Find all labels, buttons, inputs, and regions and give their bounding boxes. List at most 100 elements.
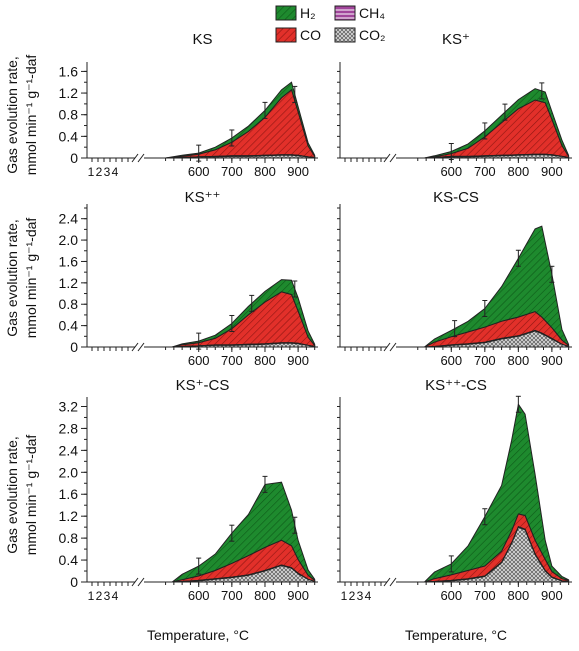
error-bar (502, 103, 508, 121)
error-bar (448, 555, 454, 573)
legend-label-h2: H₂ (300, 5, 316, 21)
y-tick-label: 1.6 (59, 63, 79, 79)
area-co (424, 99, 570, 159)
y-axis-label-line1: Gas evolution rate, (4, 219, 20, 337)
x-tick-label: 800 (508, 353, 530, 368)
y-tick-label: 0 (70, 150, 78, 166)
y-tick-label: 2.4 (59, 442, 79, 458)
x-tick-label: 600 (440, 353, 462, 368)
error-bar (196, 557, 202, 575)
x-tick-label: 900 (287, 164, 309, 179)
y-tick-label: 1.2 (59, 85, 79, 101)
y-tick-label: 2.0 (59, 232, 79, 248)
error-bar (262, 101, 268, 119)
legend-label-co: CO (300, 27, 321, 43)
x-tick-label: 900 (287, 353, 309, 368)
x-tick-label: 700 (221, 353, 243, 368)
error-bar (515, 395, 521, 413)
error-bar (292, 516, 298, 534)
legend-label-co2: CO₂ (359, 27, 385, 43)
legend-item-ch4: CH₄ (334, 5, 385, 21)
axis-break-mark (383, 342, 397, 352)
axis-break-mark (131, 153, 145, 163)
y-axis-label-row-1: Gas evolution rate, mmol min⁻¹ g⁻¹-daf (4, 55, 39, 176)
y-tick-label: 2.0 (59, 464, 79, 480)
y-tick-label: 0.4 (59, 552, 79, 568)
legend-swatch-co (275, 27, 297, 43)
error-bar (549, 265, 555, 283)
chart-title: KS⁺ (442, 31, 470, 48)
chart-panel-5: KS⁺-CS 600 700 800 900 1 2 3 4 0 0.4 0.8 1.2 1.6 2.0 2.… (59, 377, 318, 603)
error-bar (452, 320, 458, 338)
chart-title: KS⁺-CS (176, 377, 230, 394)
error-bar (539, 82, 545, 100)
y-tick-label: 0 (70, 339, 78, 355)
broken-tick-label: 1 (88, 165, 95, 179)
x-tick-label: 600 (188, 353, 210, 368)
y-tick-label: 1.6 (59, 253, 79, 269)
y-tick-label: 2.4 (59, 211, 79, 227)
error-bar (482, 508, 488, 526)
broken-tick-label: 2 (96, 589, 103, 603)
error-bar (229, 314, 235, 332)
legend-item-co: CO (275, 27, 321, 43)
x-tick-label: 800 (254, 164, 276, 179)
y-tick-label: 0.8 (59, 530, 79, 546)
error-bar (249, 294, 255, 312)
chart-panel-6: KS⁺⁺-CS 600 700 800 900 1 2 3 4 (337, 377, 572, 603)
legend-label-ch4: CH₄ (359, 5, 385, 21)
x-axis-label-right: Temperature, °C (405, 627, 507, 643)
error-bar (292, 85, 298, 103)
legend-item-h2: H₂ (275, 5, 316, 21)
x-tick-label: 600 (188, 164, 210, 179)
x-tick-label: 900 (541, 588, 563, 603)
error-bar (482, 300, 488, 318)
y-tick-label: 1.2 (59, 508, 79, 524)
error-bar (515, 249, 521, 267)
axis-break-mark (131, 342, 145, 352)
legend: H₂ CH₄ CO CO₂ (275, 5, 385, 43)
x-tick-label: 600 (440, 164, 462, 179)
y-axis-label-line1: Gas evolution rate, (4, 436, 20, 554)
y-tick-label: 1.6 (59, 486, 79, 502)
x-tick-label: 900 (287, 588, 309, 603)
y-axis-label-row-3: Gas evolution rate, mmol min⁻¹ g⁻¹-daf (4, 435, 39, 556)
error-bar (229, 524, 235, 542)
legend-swatch-co2 (334, 27, 356, 43)
area-co (165, 88, 316, 159)
x-tick-label: 800 (254, 588, 276, 603)
chart-title: KS⁺⁺-CS (425, 377, 487, 394)
x-tick-label: 700 (474, 164, 496, 179)
x-tick-label: 800 (254, 353, 276, 368)
chart-panel-4: KS-CS 600 700 800 900 (337, 189, 572, 368)
broken-tick-label: 1 (88, 589, 95, 603)
y-tick-label: 0.4 (59, 128, 79, 144)
y-tick-label: 0.8 (59, 296, 79, 312)
error-bar (482, 122, 488, 140)
y-axis-label-line1: Gas evolution rate, (4, 56, 20, 174)
x-tick-label: 700 (221, 164, 243, 179)
x-tick-label: 700 (474, 588, 496, 603)
broken-tick-label: 4 (112, 165, 119, 179)
axis-break-mark (131, 577, 145, 587)
y-tick-label: 1.2 (59, 275, 79, 291)
y-axis-label-line2: mmol min⁻¹ g⁻¹-daf (23, 218, 39, 339)
error-bar (292, 280, 298, 298)
x-tick-label: 700 (221, 588, 243, 603)
y-tick-label: 2.8 (59, 420, 79, 436)
broken-tick-label: 4 (112, 589, 119, 603)
y-axis-label-line2: mmol min⁻¹ g⁻¹-daf (23, 435, 39, 556)
x-tick-label: 700 (474, 353, 496, 368)
broken-tick-label: 4 (365, 589, 372, 603)
error-bar (262, 475, 268, 493)
x-tick-label: 600 (440, 588, 462, 603)
broken-tick-label: 1 (341, 589, 348, 603)
axis-break-mark (383, 577, 397, 587)
broken-tick-label: 2 (96, 165, 103, 179)
error-bar (229, 129, 235, 147)
legend-swatch-ch4 (334, 5, 356, 21)
chart-panel-1: KS 600 700 800 900 1 2 3 4 0 0.4 0.8 1.2 1.6 (59, 31, 318, 179)
broken-tick-label: 3 (357, 589, 364, 603)
axis-break-mark (383, 153, 397, 163)
